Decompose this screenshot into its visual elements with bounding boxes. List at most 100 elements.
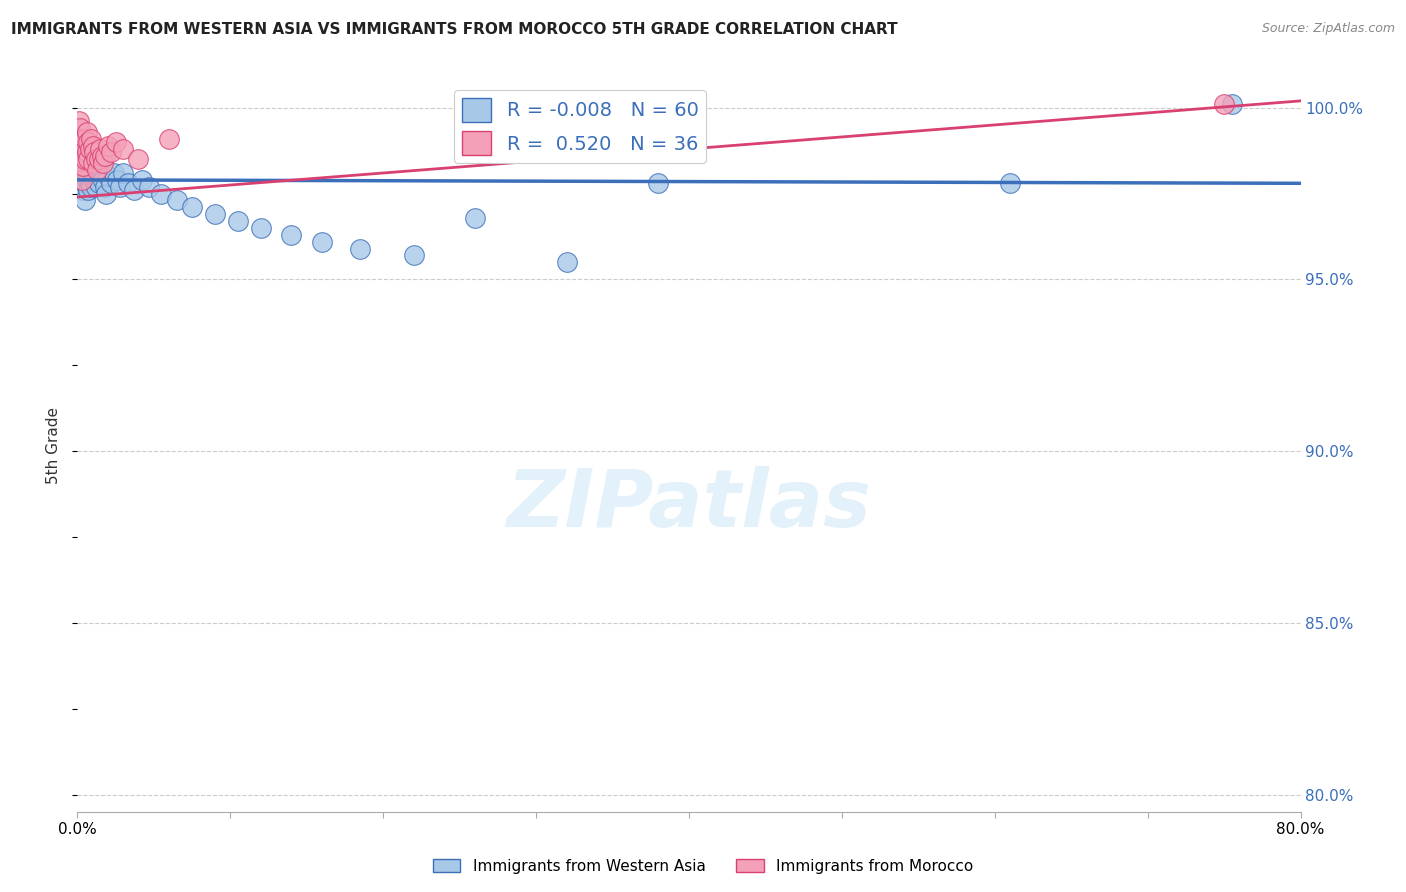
Point	[72, 166, 94, 180]
Point	[204, 207, 226, 221]
Point	[72, 149, 94, 163]
Y-axis label: 5th Grade: 5th Grade	[46, 408, 62, 484]
Point	[647, 176, 669, 190]
Text: IMMIGRANTS FROM WESTERN ASIA VS IMMIGRANTS FROM MOROCCO 5TH GRADE CORRELATION CH: IMMIGRANTS FROM WESTERN ASIA VS IMMIGRAN…	[11, 22, 898, 37]
Point	[69, 145, 91, 160]
Point	[104, 135, 127, 149]
Point	[157, 131, 180, 145]
Point	[73, 138, 96, 153]
Point	[67, 176, 90, 190]
Point	[100, 145, 122, 160]
Point	[87, 176, 110, 190]
Point	[97, 169, 120, 184]
Point	[311, 235, 333, 249]
Point	[402, 248, 425, 262]
Point	[112, 166, 135, 180]
Point	[226, 214, 249, 228]
Point	[464, 211, 486, 225]
Point	[181, 200, 204, 214]
Point	[70, 145, 93, 160]
Point	[138, 179, 160, 194]
Text: Source: ZipAtlas.com: Source: ZipAtlas.com	[1261, 22, 1395, 36]
Point	[84, 153, 107, 167]
Point	[72, 159, 94, 173]
Legend: Immigrants from Western Asia, Immigrants from Morocco: Immigrants from Western Asia, Immigrants…	[427, 853, 979, 880]
Text: ZIPatlas: ZIPatlas	[506, 466, 872, 543]
Point	[250, 221, 273, 235]
Point	[117, 176, 139, 190]
Point	[70, 153, 93, 167]
Point	[1220, 97, 1243, 112]
Point	[67, 162, 90, 177]
Point	[72, 142, 94, 156]
Point	[80, 162, 103, 177]
Point	[80, 179, 103, 194]
Point	[84, 179, 107, 194]
Point	[77, 173, 100, 187]
Point	[94, 149, 117, 163]
Point	[166, 194, 188, 208]
Point	[127, 153, 149, 167]
Point	[67, 142, 90, 156]
Point	[83, 173, 105, 187]
Point	[76, 169, 98, 184]
Point	[97, 138, 120, 153]
Point	[73, 159, 96, 173]
Point	[73, 153, 96, 167]
Point	[67, 135, 90, 149]
Point	[89, 142, 111, 156]
Point	[77, 183, 100, 197]
Point	[96, 186, 118, 201]
Point	[998, 176, 1021, 190]
Point	[73, 131, 96, 145]
Point	[70, 179, 93, 194]
Point	[82, 138, 104, 153]
Point	[122, 183, 145, 197]
Point	[91, 173, 114, 187]
Point	[77, 155, 100, 169]
Point	[79, 159, 101, 173]
Point	[73, 194, 96, 208]
Point	[76, 145, 98, 160]
Point	[77, 153, 100, 167]
Point	[72, 183, 94, 197]
Point	[108, 179, 131, 194]
Point	[69, 135, 91, 149]
Point	[349, 242, 371, 256]
Point	[82, 166, 104, 180]
Point	[79, 142, 101, 156]
Point	[69, 159, 91, 173]
Point	[464, 104, 486, 119]
Point	[70, 131, 93, 145]
Point	[80, 131, 103, 145]
Point	[73, 176, 96, 190]
Point	[87, 153, 110, 167]
Point	[70, 173, 93, 187]
Point	[103, 166, 125, 180]
Point	[112, 142, 135, 156]
Point	[94, 179, 117, 194]
Point	[79, 176, 101, 190]
Point	[69, 121, 91, 136]
Point	[1213, 97, 1236, 112]
Point	[69, 173, 91, 187]
Point	[131, 173, 153, 187]
Legend: R = -0.008   N = 60, R =  0.520   N = 36: R = -0.008 N = 60, R = 0.520 N = 36	[454, 90, 706, 162]
Point	[76, 153, 98, 167]
Point	[89, 159, 111, 173]
Point	[90, 166, 112, 180]
Point	[83, 145, 105, 160]
Point	[91, 155, 114, 169]
Point	[82, 155, 104, 169]
Point	[555, 255, 578, 269]
Point	[69, 155, 91, 169]
Point	[86, 162, 108, 177]
Point	[70, 162, 93, 177]
Point	[67, 114, 90, 128]
Point	[86, 169, 108, 184]
Point	[90, 149, 112, 163]
Point	[77, 135, 100, 149]
Point	[105, 173, 128, 187]
Point	[150, 186, 173, 201]
Point	[76, 125, 98, 139]
